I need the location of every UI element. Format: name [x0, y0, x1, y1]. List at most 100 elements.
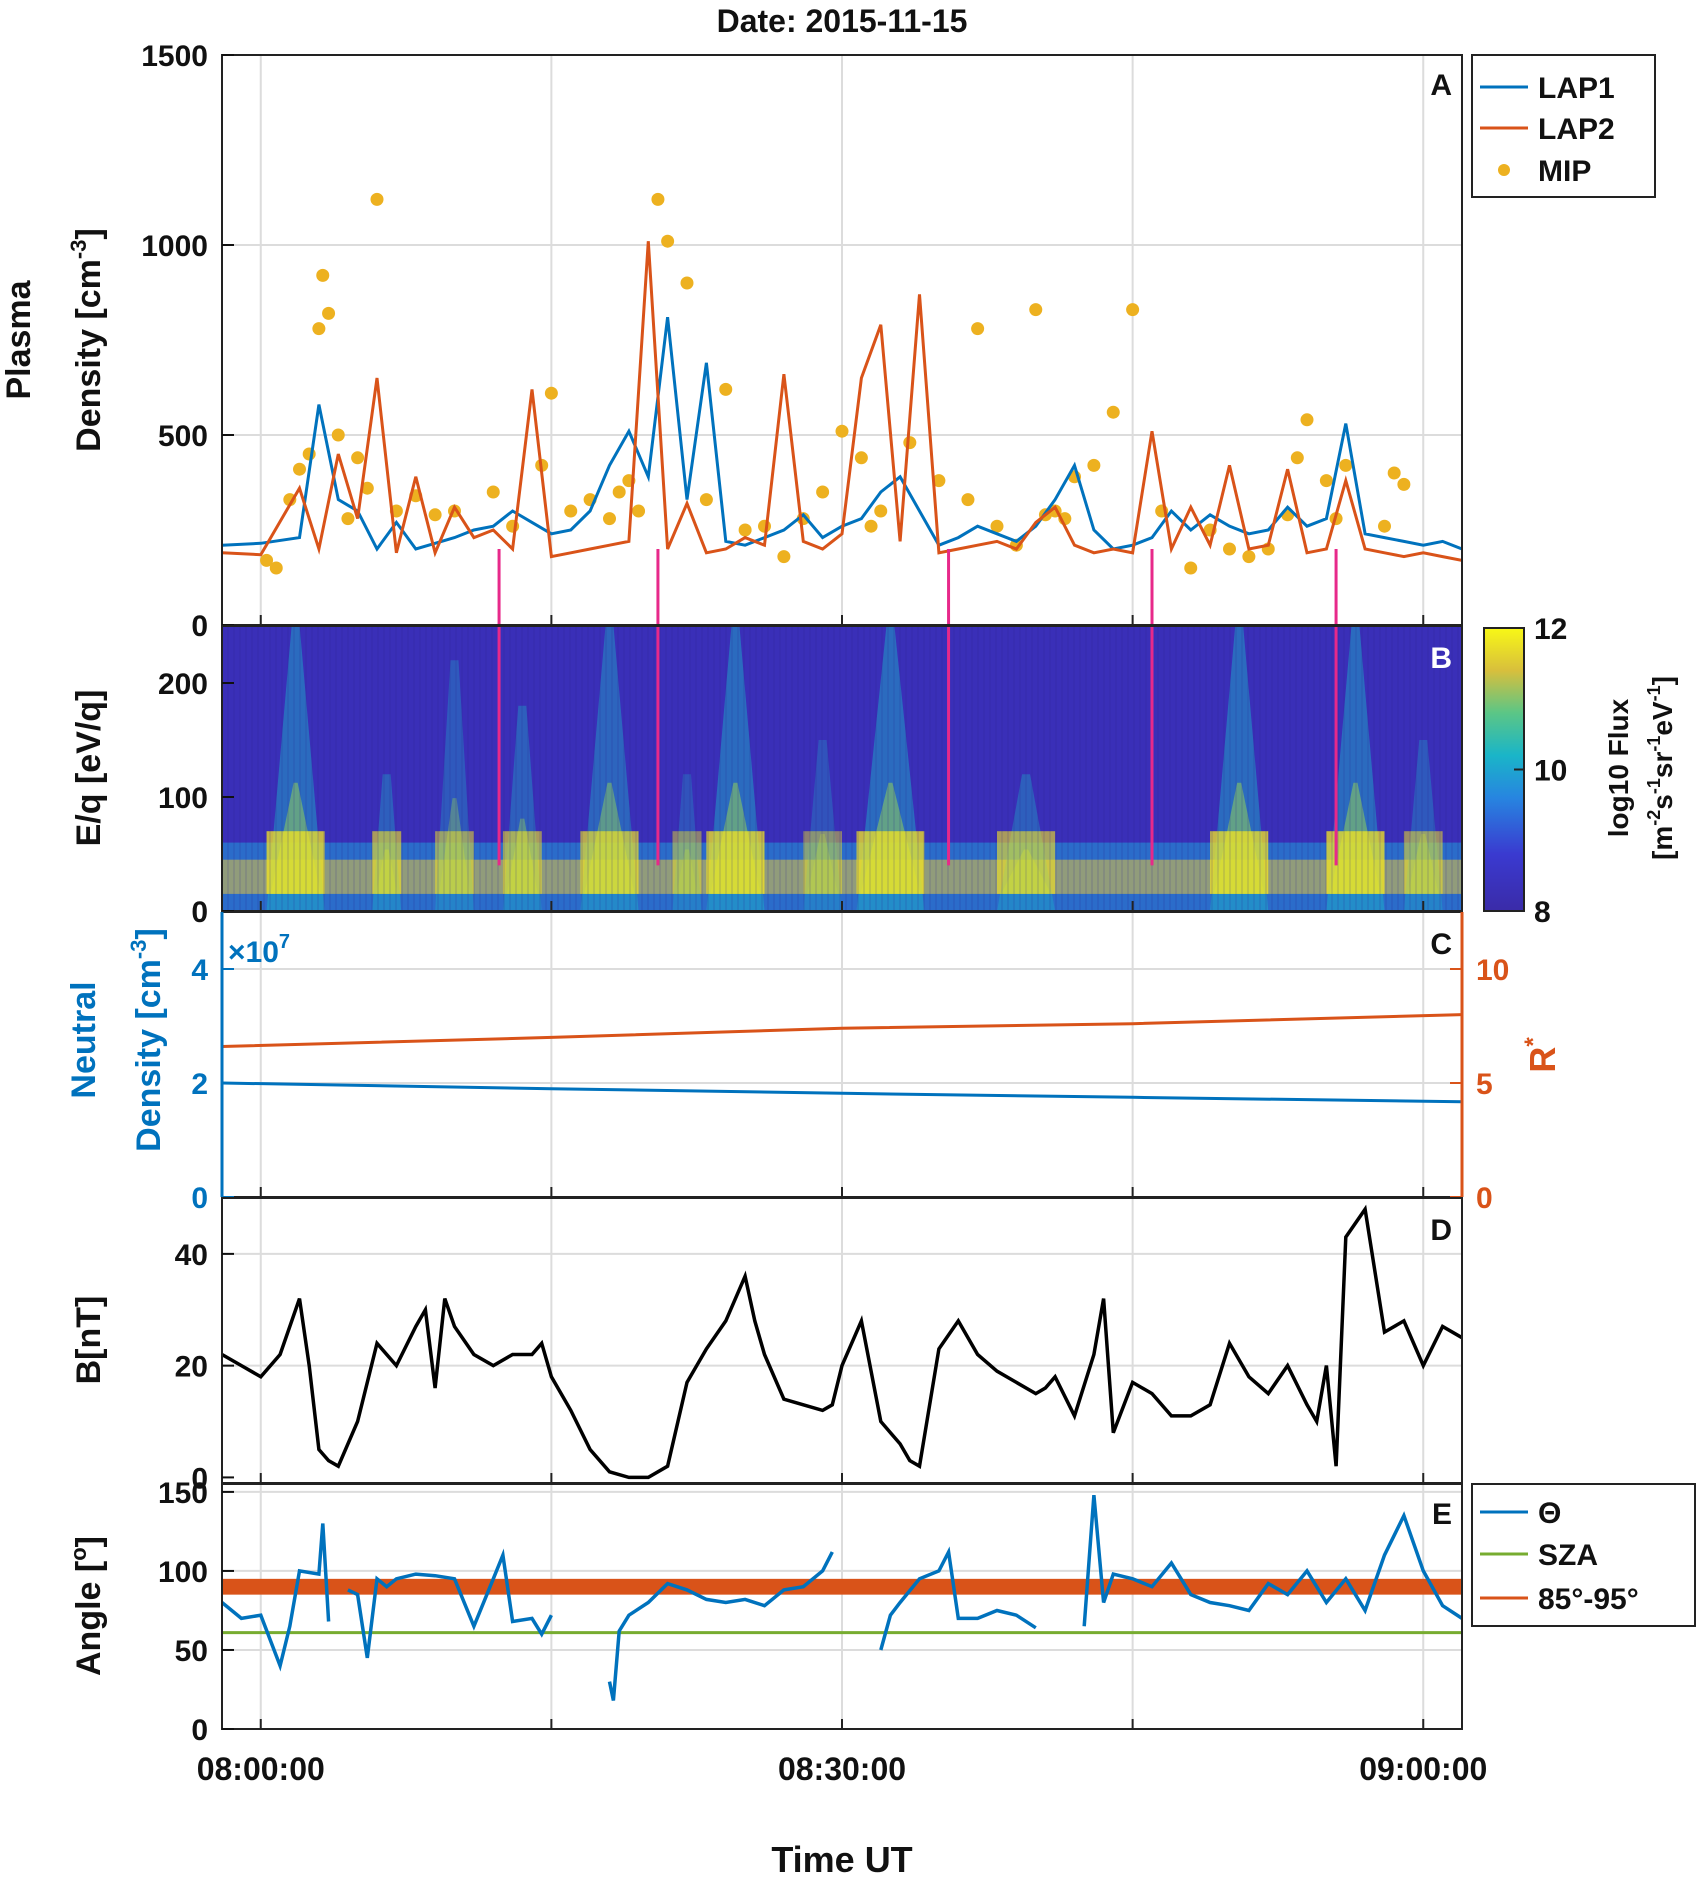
- ion-burst-peak: [502, 831, 542, 894]
- legend-theta-label: Θ: [1538, 1497, 1561, 1530]
- ion-burst-core: [676, 849, 698, 894]
- panel-e-yticks: 0 50 100 150: [158, 1477, 234, 1747]
- colorbar-tick-label: 10: [1534, 755, 1567, 788]
- panel-d-ylabel: B[nT]: [70, 1296, 108, 1385]
- event-markers-b: [497, 626, 1338, 866]
- mip-point: [816, 485, 830, 499]
- mip-point: [1319, 474, 1333, 488]
- mip-point: [1387, 466, 1401, 480]
- mip-point: [428, 508, 442, 522]
- lap2-line: [222, 241, 1462, 562]
- panel-d-yticks: 0 20 40: [175, 1239, 234, 1495]
- event-markers-a: [497, 549, 1338, 625]
- mip-point: [486, 485, 500, 499]
- panel-b: 0 100 200 B E/q [eV/q] 8 10 12 log10 Flux [m…: [70, 613, 1678, 929]
- ion-burst: [672, 774, 702, 911]
- panel-a-yticks: 0 500 1000 1500: [141, 40, 234, 643]
- mip-point: [874, 504, 888, 518]
- legend-mip-label: MIP: [1538, 155, 1591, 188]
- legend-mip-swatch: [1498, 164, 1510, 176]
- theta-segment: [222, 1523, 331, 1672]
- b-field-line: [222, 1204, 1462, 1480]
- panel-a-ylabel-2: Density [cm-3]: [66, 228, 108, 452]
- mip-point: [903, 436, 917, 450]
- panel-e-ylabel: Angle [o]: [66, 1536, 108, 1676]
- mip-point: [758, 519, 771, 533]
- mip-point: [269, 561, 283, 575]
- mip-point: [932, 474, 946, 488]
- ion-burst-peak: [435, 831, 474, 894]
- mip-point: [1087, 458, 1101, 472]
- y-tick-label: 5: [1476, 1068, 1493, 1101]
- panel-a-ylabel-1: Plasma: [0, 279, 38, 399]
- panel-e: 0 50 100 150 E Angle [o] Θ SZA 85°-95°: [66, 1477, 1696, 1747]
- mip-point: [1029, 303, 1043, 317]
- y-tick-label: 500: [158, 420, 208, 453]
- mip-point: [293, 462, 306, 476]
- mip-point: [260, 553, 274, 567]
- y-tick-label: 100: [158, 782, 208, 815]
- panel-a-letter: A: [1430, 69, 1452, 102]
- legend-a: LAP1 LAP2 MIP: [1471, 54, 1656, 198]
- mip-point: [370, 192, 384, 206]
- colorbar-tick-label: 12: [1534, 613, 1567, 646]
- panel-c-grid: [222, 912, 1462, 1197]
- mip-point: [612, 485, 626, 499]
- theta-segment: [1082, 1494, 1462, 1627]
- ion-burst-peak: [1403, 831, 1443, 894]
- ion-burst-core: [807, 834, 838, 894]
- mip-point: [864, 519, 878, 533]
- mip-point: [719, 382, 733, 396]
- mip-point: [680, 276, 694, 290]
- mip-point: [1339, 458, 1353, 472]
- panel-c-exponent: ×107: [228, 931, 290, 969]
- mip-scatter: [260, 192, 1411, 575]
- mip-point: [341, 512, 355, 526]
- y-tick-label: 2: [191, 1068, 208, 1101]
- colorbar-ticks: 8 10 12: [1514, 613, 1567, 929]
- mip-point: [990, 519, 1004, 533]
- legend-lap1-label: LAP1: [1538, 72, 1615, 105]
- ion-burst: [803, 740, 842, 911]
- mip-point: [1378, 519, 1391, 533]
- spectrogram-texture: [222, 626, 1459, 911]
- mip-point: [835, 424, 849, 438]
- ion-burst-peak: [580, 831, 639, 894]
- y-tick-label: 0: [191, 1462, 208, 1495]
- mip-point: [854, 451, 868, 465]
- mip-point: [564, 504, 578, 518]
- panel-c: 0 2 4 0 5 10 C ×107 Neutral Density [cm-3] R*: [65, 911, 1563, 1215]
- ion-burst-peak: [372, 831, 402, 894]
- y-tick-label: 0: [191, 1714, 208, 1747]
- ion-burst-peak: [856, 831, 925, 894]
- panel-b-ylabel: E/q [eV/q]: [70, 690, 108, 847]
- ion-burst-peak: [672, 831, 702, 894]
- panel-a: 0 500 1000 1500 A Plasma Density [cm-3] LAP…: [0, 40, 1656, 643]
- y-tick-label: 200: [158, 668, 208, 701]
- r-star-line: [222, 1013, 1462, 1048]
- spectrogram: [222, 626, 1462, 911]
- y-tick-label: 0: [191, 896, 208, 929]
- panel-e-letter: E: [1432, 1498, 1452, 1531]
- colorbar-label: log10 Flux: [1603, 698, 1634, 837]
- mip-point: [360, 481, 374, 495]
- mip-point: [1126, 303, 1140, 317]
- mip-point: [603, 512, 616, 526]
- y-tick-label: 0: [191, 610, 208, 643]
- ion-burst-peak: [266, 831, 325, 894]
- mip-point: [699, 493, 713, 507]
- mip-point: [1300, 413, 1314, 427]
- colorbar-tick-label: 8: [1534, 896, 1551, 929]
- theta-segment: [347, 1548, 553, 1659]
- panel-c-letter: C: [1430, 928, 1452, 961]
- legend-band-label: 85°-95°: [1538, 1583, 1639, 1616]
- y-tick-label: 150: [158, 1477, 208, 1510]
- ion-burst-peak: [803, 831, 842, 894]
- x-tick-label: 08:00:00: [197, 1751, 325, 1787]
- x-axis-label: Time UT: [771, 1839, 912, 1880]
- panel-c-ylabel-2: Density [cm-3]: [126, 928, 168, 1152]
- mip-point: [1242, 550, 1256, 564]
- legend-sza-label: SZA: [1538, 1539, 1598, 1572]
- mip-point: [316, 268, 330, 282]
